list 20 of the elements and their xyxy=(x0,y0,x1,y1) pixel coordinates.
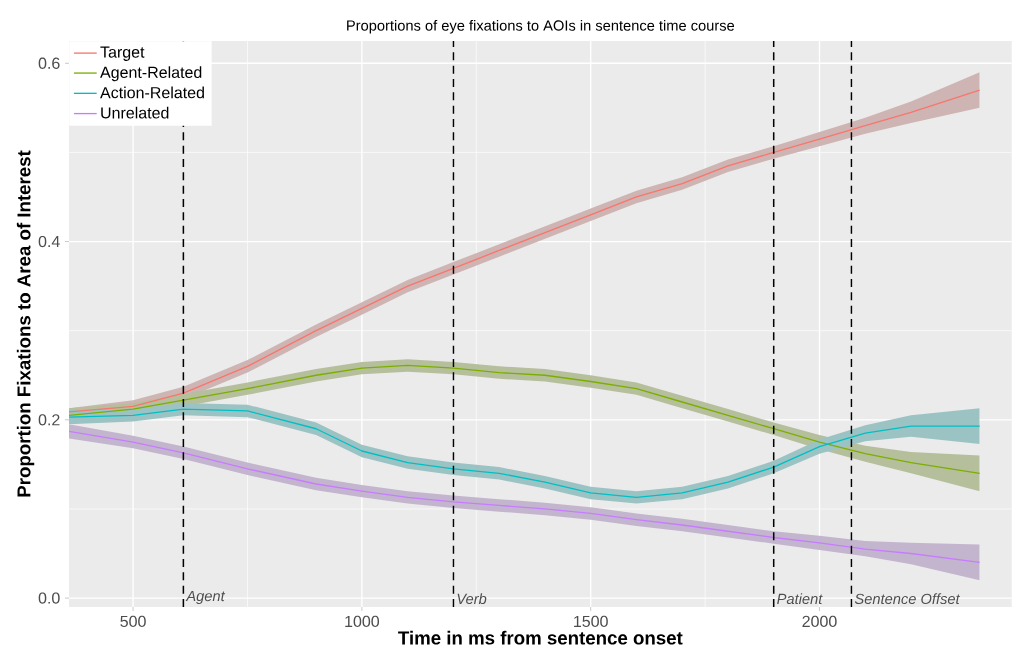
line-series xyxy=(69,364,981,474)
x-tick-label: 500 xyxy=(120,615,146,628)
legend-label: Target xyxy=(100,46,145,61)
x-tick-label: 2000 xyxy=(802,615,837,628)
x-tick-label: 1000 xyxy=(345,615,380,628)
ref-line-label: Agent xyxy=(185,590,226,605)
ref-line-label: Patient xyxy=(777,593,823,605)
legend-label: Unrelated xyxy=(101,106,169,119)
ref-line-label: Sentence Offset xyxy=(854,593,961,605)
y-tick-label: 0.6 xyxy=(38,57,60,69)
legend-label: Agent-Related xyxy=(100,66,202,82)
legend-label: Action-Related xyxy=(100,86,204,99)
chart-title: Proportions of eye fixations to AOIs in sentence time course xyxy=(347,19,735,34)
x-axis-title: Time in ms from sentence onset xyxy=(398,630,683,645)
y-tick-label: 0.4 xyxy=(38,235,60,248)
y-tick-label: 0.0 xyxy=(38,592,60,604)
x-tick-label: 1500 xyxy=(574,615,608,628)
ref-line-label: Verb xyxy=(457,593,487,605)
y-axis-title: Proportion Fixations to Area of Interest xyxy=(16,150,35,497)
y-tick-label: 0.2 xyxy=(38,414,60,426)
